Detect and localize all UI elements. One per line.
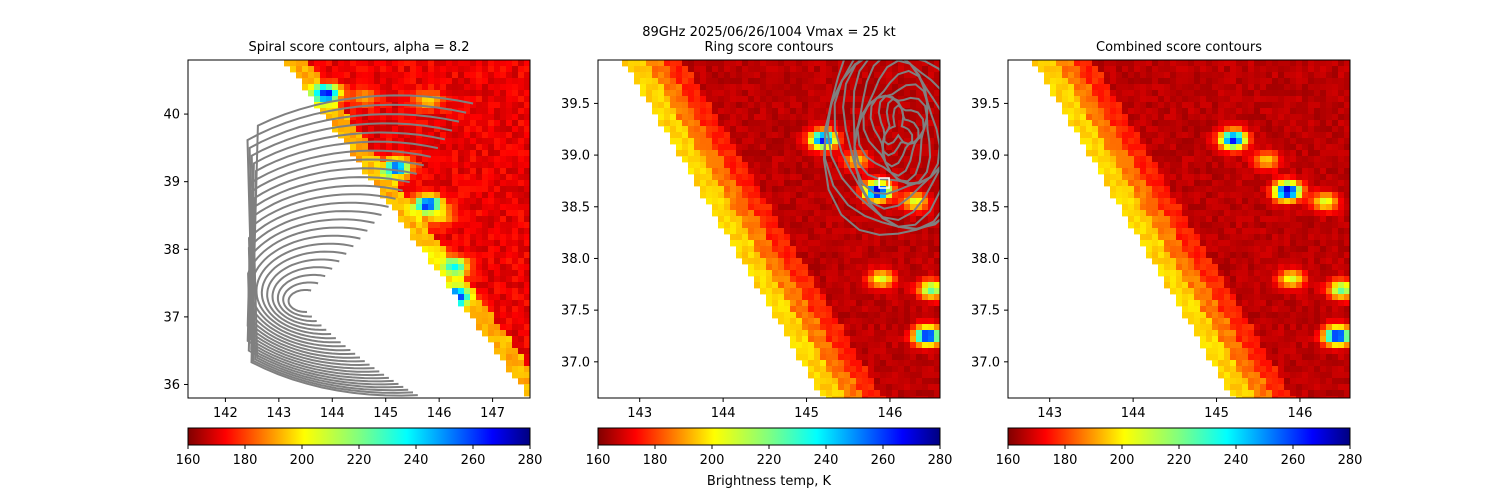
x-tick-label: 145: [1204, 406, 1229, 421]
brightness-temp-field: [1032, 60, 1350, 402]
y-tick-label: 37.0: [561, 355, 590, 370]
colorbar-tick-label: 180: [233, 453, 258, 468]
y-tick-label: 37.5: [561, 304, 590, 319]
x-tick-label: 143: [1037, 406, 1062, 421]
colorbar-tick-label: 280: [518, 453, 543, 468]
x-tick-label: 147: [480, 406, 505, 421]
panel-ring: Ring score contours 143 144 145 146 37.0 37.5 3…: [561, 9, 976, 468]
colorbar-tick-label: 200: [290, 453, 315, 468]
colorbar-tick-label: 200: [700, 453, 725, 468]
colorbar-tick-label: 240: [404, 453, 429, 468]
y-tick-label: 38.5: [971, 200, 1000, 215]
colorbar-tick-label: 220: [1167, 453, 1192, 468]
colorbar-tick-label: 180: [1053, 453, 1078, 468]
y-tick-label: 37.0: [971, 355, 1000, 370]
x-tick-label: 146: [1288, 406, 1313, 421]
y-tick-label: 39.5: [561, 97, 590, 112]
colorbar-tick-label: 160: [176, 453, 201, 468]
y-tick-label: 38.0: [971, 252, 1000, 267]
brightness-temp-field: [248, 60, 531, 396]
colorbar-tick-label: 260: [871, 453, 896, 468]
y-tick-label: 39.0: [971, 149, 1000, 164]
colorbar-tick-label: 240: [1224, 453, 1249, 468]
colorbar: [598, 428, 940, 445]
panel-spiral: Spiral score contours, alpha = 8.2 142 143…: [163, 40, 542, 468]
colorbar-tick-label: 180: [643, 453, 668, 468]
colorbar-tick-label: 220: [757, 453, 782, 468]
x-tick-label: 144: [320, 406, 345, 421]
y-tick-label: 37.5: [971, 304, 1000, 319]
panel-combined: Combined score contours 143 144 145 146 37.0 3…: [971, 40, 1362, 468]
brightness-temp-field: [622, 9, 976, 403]
colorbar: [188, 428, 530, 445]
x-tick-label: 144: [1121, 406, 1146, 421]
suptitle: 89GHz 2025/06/26/1004 Vmax = 25 kt: [642, 25, 896, 40]
colorbar: [1008, 428, 1350, 445]
colorbar-tick-label: 200: [1110, 453, 1135, 468]
x-tick-label: 145: [373, 406, 398, 421]
colorbar-label: Brightness temp, K: [707, 474, 832, 489]
x-tick-label: 142: [213, 406, 238, 421]
colorbar-tick-label: 260: [461, 453, 486, 468]
colorbar-tick-label: 240: [814, 453, 839, 468]
x-tick-label: 146: [878, 406, 903, 421]
y-tick-label: 39.0: [561, 149, 590, 164]
panel-title: Combined score contours: [1096, 40, 1262, 55]
y-tick-label: 39.5: [971, 97, 1000, 112]
y-tick-label: 38.0: [561, 252, 590, 267]
y-tick-label: 39: [163, 175, 180, 190]
colorbar-tick-label: 220: [347, 453, 372, 468]
panel-title: Spiral score contours, alpha = 8.2: [248, 40, 469, 55]
x-tick-label: 144: [711, 406, 736, 421]
x-tick-label: 143: [627, 406, 652, 421]
y-tick-label: 37: [163, 310, 180, 325]
y-tick-label: 40: [163, 108, 180, 123]
x-tick-label: 143: [266, 406, 291, 421]
x-tick-label: 145: [794, 406, 819, 421]
colorbar-tick-label: 160: [996, 453, 1021, 468]
y-tick-label: 36: [163, 378, 180, 393]
y-tick-label: 38.5: [561, 200, 590, 215]
y-tick-label: 38: [163, 243, 180, 258]
colorbar-tick-label: 280: [928, 453, 953, 468]
colorbar-tick-label: 160: [586, 453, 611, 468]
colorbar-tick-label: 280: [1338, 453, 1363, 468]
x-tick-label: 146: [427, 406, 452, 421]
colorbar-tick-label: 260: [1281, 453, 1306, 468]
panel-title: Ring score contours: [704, 40, 833, 55]
